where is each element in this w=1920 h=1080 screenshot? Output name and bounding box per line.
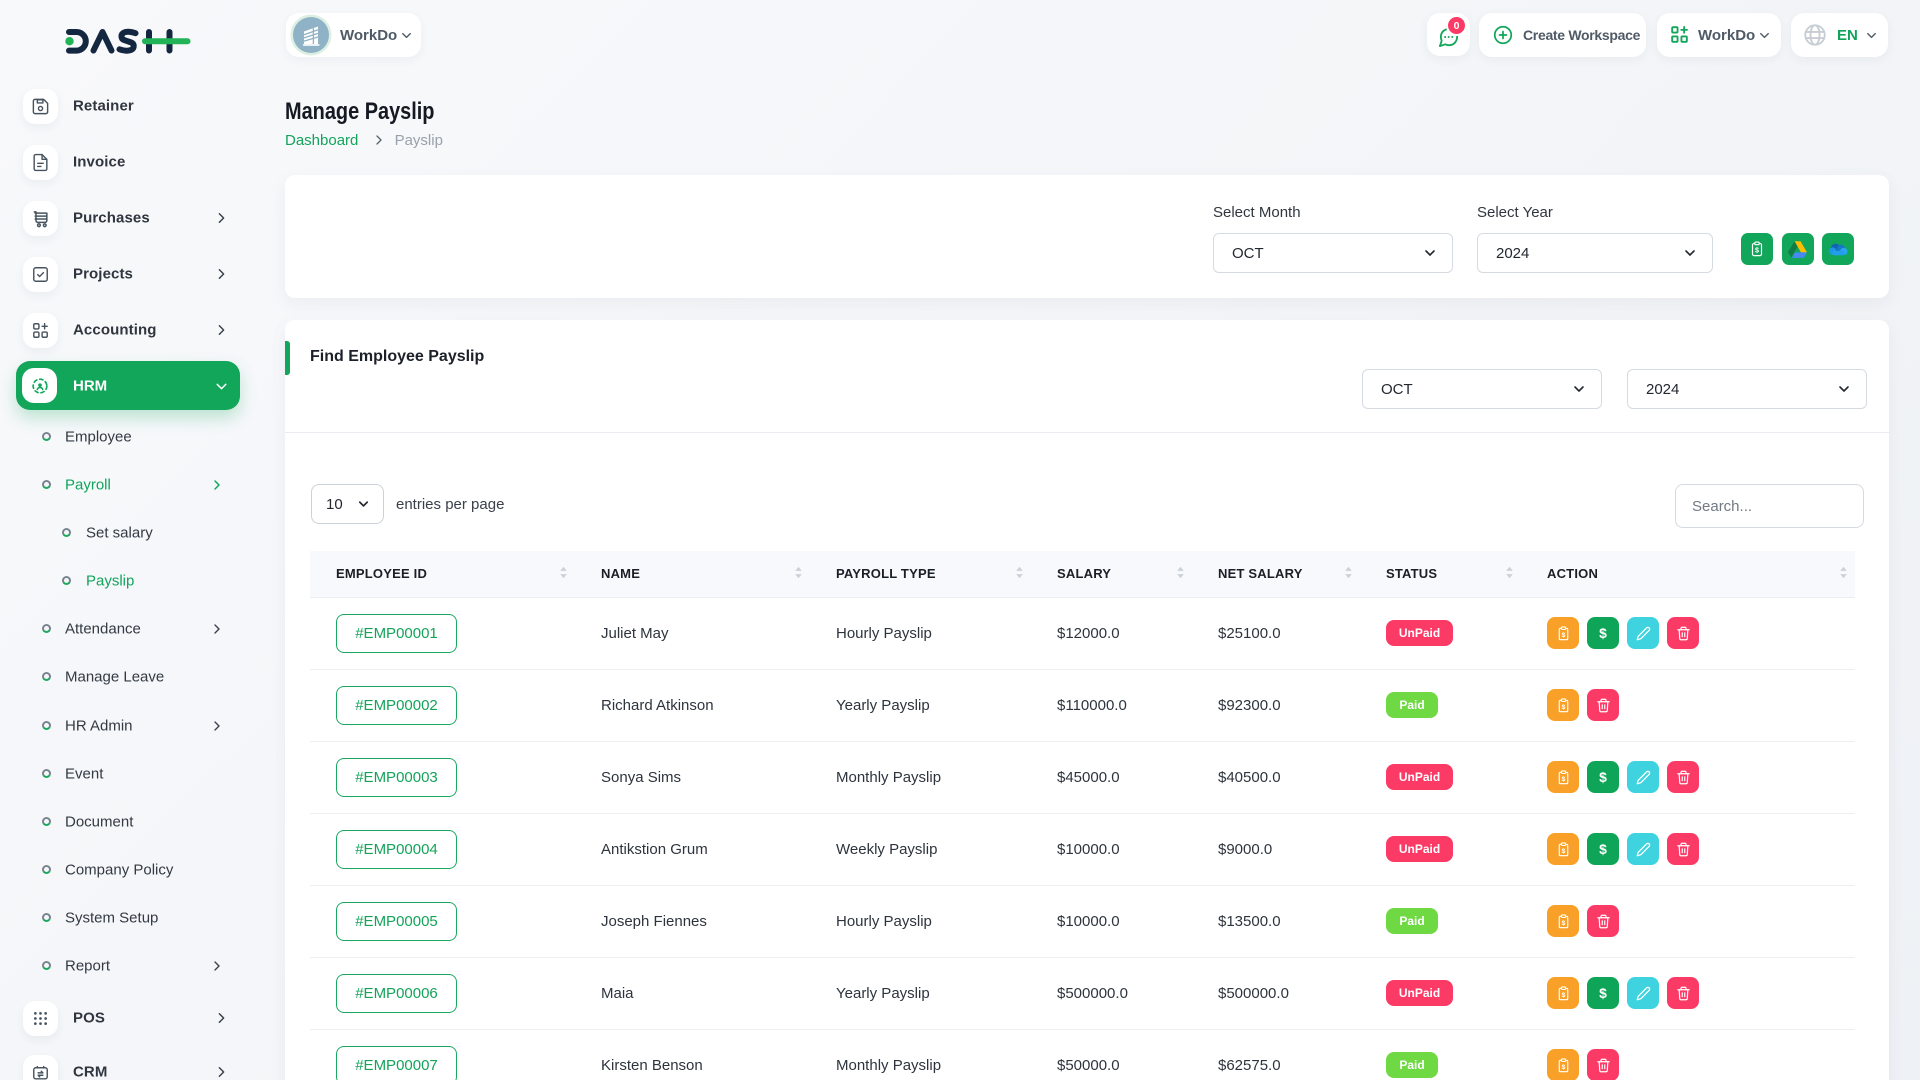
svg-text:$: $: [1561, 847, 1565, 854]
svg-text:$: $: [1561, 991, 1565, 998]
svg-text:$: $: [1599, 625, 1607, 641]
svg-text:$: $: [1755, 246, 1759, 254]
svg-text:$: $: [1599, 841, 1607, 857]
svg-text:$: $: [1599, 769, 1607, 785]
svg-text:$: $: [1561, 775, 1565, 782]
svg-text:$: $: [1599, 985, 1607, 1001]
svg-text:$: $: [1561, 919, 1565, 926]
svg-text:$: $: [1561, 1063, 1565, 1070]
svg-text:$: $: [1561, 631, 1565, 638]
svg-text:$: $: [1561, 703, 1565, 710]
